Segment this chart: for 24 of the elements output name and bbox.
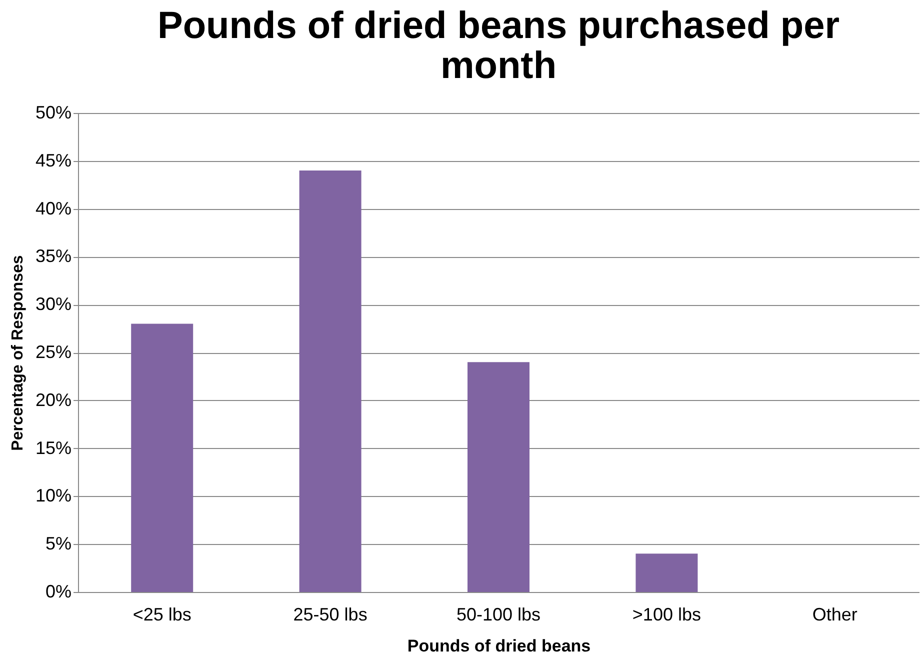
y-tick-label: 35% — [35, 246, 72, 266]
y-tick-label: 30% — [35, 294, 72, 314]
y-tick-label: 0% — [45, 582, 72, 602]
text: month — [440, 45, 557, 87]
x-axis-title: Pounds of dried beans — [407, 636, 591, 656]
y-tick-label: 50% — [35, 102, 72, 122]
y-tick-label: 15% — [35, 438, 72, 458]
bar — [468, 362, 530, 592]
y-tick-label: 20% — [35, 390, 72, 410]
y-tick-label: 40% — [35, 198, 72, 218]
x-tick-label: 50-100 lbs — [456, 604, 541, 624]
y-tick-label: 5% — [45, 534, 72, 554]
bar — [299, 170, 362, 592]
y-tick-label: 10% — [35, 486, 72, 506]
x-tick-label: >100 lbs — [632, 604, 701, 624]
bar — [636, 554, 698, 592]
text: Pounds of dried beans purchased per — [157, 5, 840, 47]
y-axis-title: Percentage of Responses — [9, 255, 26, 451]
x-tick-label: Other — [812, 604, 858, 624]
x-tick-label: 25-50 lbs — [293, 604, 368, 624]
x-tick-label: <25 lbs — [132, 604, 192, 624]
y-tick-label: 25% — [35, 342, 72, 362]
y-tick-label: 45% — [35, 150, 72, 170]
bar — [131, 324, 194, 592]
